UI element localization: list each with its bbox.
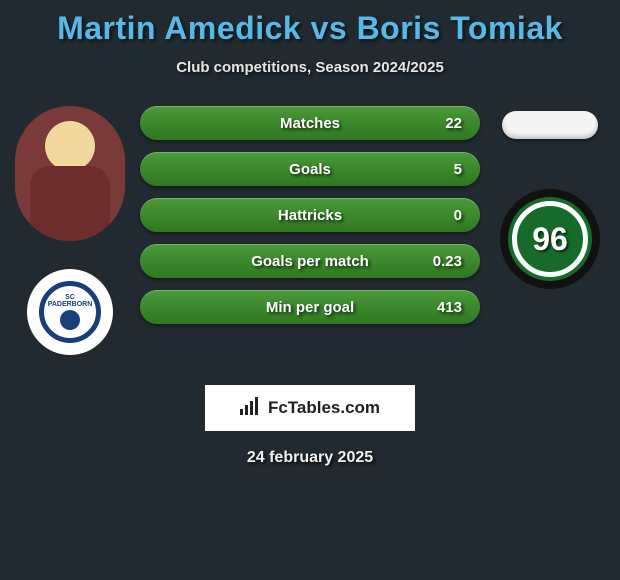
stat-value: 0 (422, 207, 462, 224)
stat-bar-min-per-goal: Min per goal 413 (140, 290, 480, 324)
stat-bar-matches: Matches 22 (140, 106, 480, 140)
comparison-panel: SC PADERBORN Matches 22 Goals 5 Hattrick… (0, 106, 620, 355)
hannover-badge-icon: 96 (500, 189, 600, 289)
page-title: Martin Amedick vs Boris Tomiak (0, 10, 620, 47)
stat-bar-goals-per-match: Goals per match 0.23 (140, 244, 480, 278)
fctables-logo: FcTables.com (205, 385, 415, 431)
player-right-placeholder-icon (502, 111, 598, 139)
badge-number: 96 (532, 221, 568, 258)
bar-chart-icon (240, 397, 262, 419)
player-left-club-badge: SC PADERBORN (27, 269, 113, 355)
paderborn-badge-icon: SC PADERBORN (39, 281, 101, 343)
stat-label: Hattricks (198, 207, 422, 224)
badge-text-mid: PADERBORN (48, 301, 93, 308)
stat-value: 22 (422, 115, 462, 132)
stat-bar-hattricks: Hattricks 0 (140, 198, 480, 232)
right-player-column: 96 (490, 106, 610, 289)
stat-value: 0.23 (422, 253, 462, 270)
stat-label: Goals (198, 161, 422, 178)
left-player-column: SC PADERBORN (10, 106, 130, 355)
stat-label: Min per goal (198, 299, 422, 316)
stat-bar-goals: Goals 5 (140, 152, 480, 186)
badge-text-top: SC (65, 294, 75, 301)
stat-bars: Matches 22 Goals 5 Hattricks 0 Goals per… (140, 106, 480, 324)
player-left-photo (15, 106, 125, 241)
stat-label: Goals per match (198, 253, 422, 270)
subtitle: Club competitions, Season 2024/2025 (0, 59, 620, 76)
stat-value: 413 (422, 299, 462, 316)
badge-ball-icon (60, 310, 80, 330)
date-label: 24 february 2025 (0, 449, 620, 467)
stat-label: Matches (198, 115, 422, 132)
stat-value: 5 (422, 161, 462, 178)
logo-text: FcTables.com (268, 398, 380, 418)
